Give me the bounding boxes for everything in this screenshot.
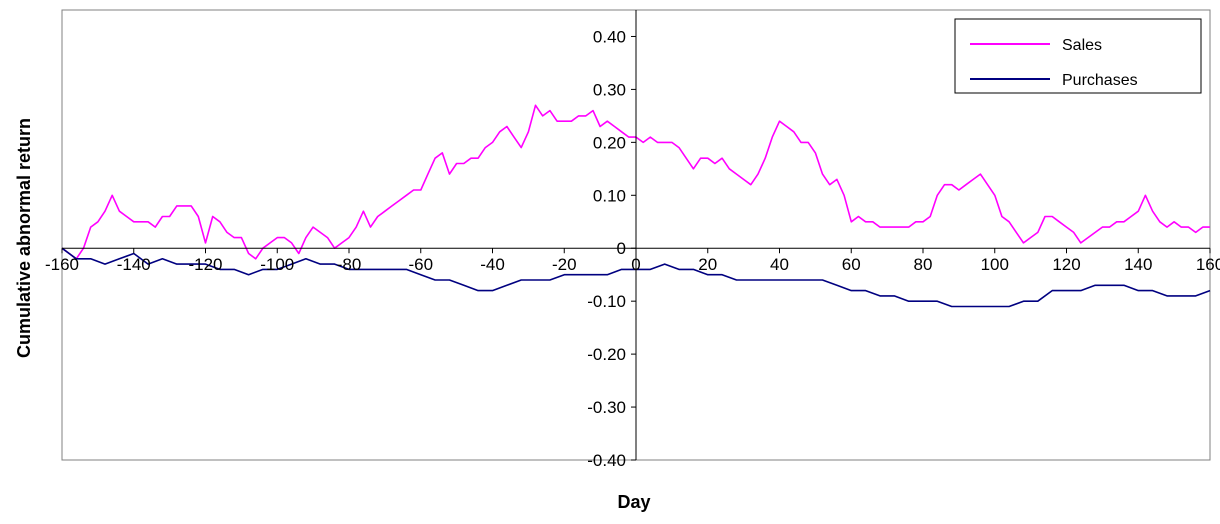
y-tick-label: 0.30 xyxy=(593,80,626,99)
legend-box xyxy=(954,18,1202,94)
x-tick-label: 40 xyxy=(770,255,789,274)
x-tick-label: 100 xyxy=(981,255,1009,274)
y-tick-label: -0.10 xyxy=(587,292,626,311)
x-tick-label: -100 xyxy=(260,255,294,274)
y-axis-title: Cumulative abnormal return xyxy=(14,118,34,358)
x-tick-label: -140 xyxy=(117,255,151,274)
x-tick-label: 120 xyxy=(1052,255,1080,274)
y-tick-label: -0.40 xyxy=(587,451,626,470)
x-tick-label: 80 xyxy=(914,255,933,274)
x-tick-label: 20 xyxy=(698,255,717,274)
legend-label-sales: Sales xyxy=(1062,37,1102,54)
x-tick-label: 160 xyxy=(1196,255,1220,274)
x-tick-label: -80 xyxy=(337,255,362,274)
x-tick-label: -20 xyxy=(552,255,577,274)
x-tick-label: -60 xyxy=(408,255,433,274)
x-tick-label: -40 xyxy=(480,255,505,274)
x-tick-label: 60 xyxy=(842,255,861,274)
y-tick-label: 0.40 xyxy=(593,27,626,46)
x-tick-label: 0 xyxy=(631,255,640,274)
y-tick-label: 0 xyxy=(617,239,626,258)
y-tick-label: 0.10 xyxy=(593,186,626,205)
x-tick-label: -120 xyxy=(188,255,222,274)
y-tick-label: -0.30 xyxy=(587,398,626,417)
x-tick-label: -160 xyxy=(45,255,79,274)
x-tick-label: 140 xyxy=(1124,255,1152,274)
legend-label-purchases: Purchases xyxy=(1062,72,1138,89)
y-tick-label: -0.20 xyxy=(587,345,626,364)
x-axis-title: Day xyxy=(617,492,650,512)
legend: Sales Purchases xyxy=(954,18,1202,94)
y-tick-label: 0.20 xyxy=(593,133,626,152)
